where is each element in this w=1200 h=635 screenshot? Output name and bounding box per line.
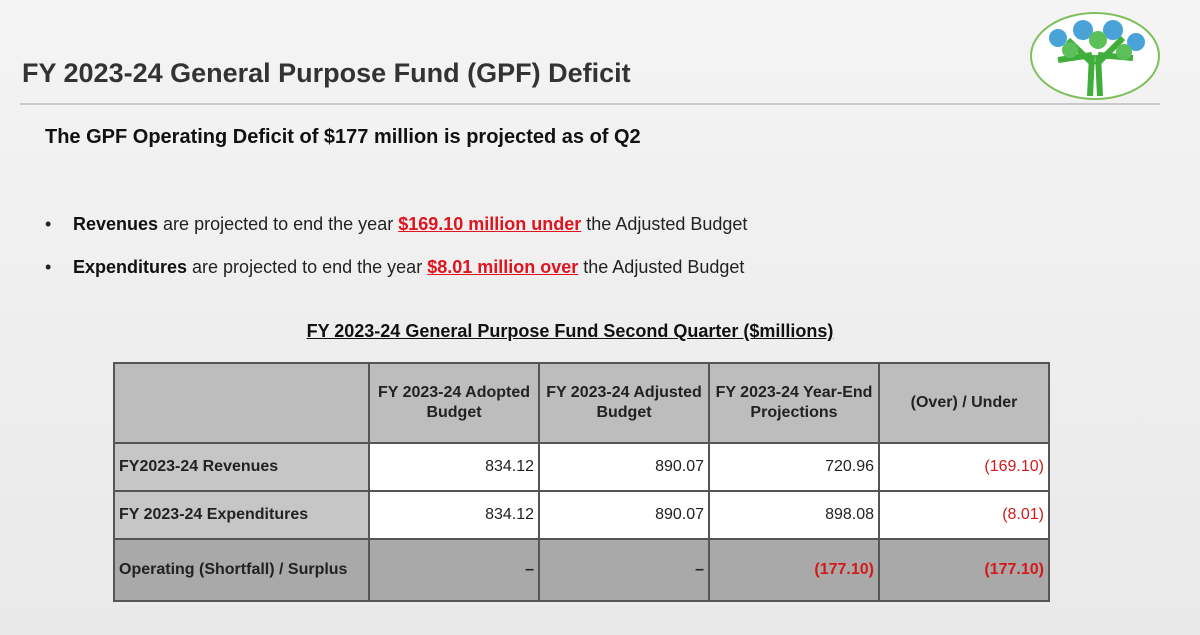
cell: – (368, 538, 540, 602)
row-label: FY 2023-24 Expenditures (113, 490, 370, 540)
subtitle: The GPF Operating Deficit of $177 millio… (45, 126, 641, 148)
cell: 890.07 (538, 490, 710, 540)
header-cell (113, 362, 370, 444)
cell: 890.07 (538, 442, 710, 492)
cell: 834.12 (368, 490, 540, 540)
logo (1030, 12, 1160, 100)
table-title: FY 2023-24 General Purpose Fund Second Q… (306, 321, 834, 341)
bullet: • Revenues are projected to end the year … (45, 214, 748, 234)
cell: 720.96 (708, 442, 880, 492)
row: FY2023-24 Revenues 834.12 890.07 720.96 (169… (113, 442, 1050, 492)
header-cell: FY 2023-24 Year-End Projections (708, 362, 880, 444)
row-label: FY2023-24 Revenues (113, 442, 370, 492)
header-cell: FY 2023-24 Adjusted Budget (538, 362, 710, 444)
cell: (169.10) (878, 442, 1050, 492)
row-label: Operating (Shortfall) / Surplus (113, 538, 370, 602)
header-cell: (Over) / Under (878, 362, 1050, 444)
row: Operating (Shortfall) / Surplus – – (177.10… (113, 538, 1050, 602)
term: Revenues (73, 214, 159, 234)
cell: (177.10) (878, 538, 1050, 602)
text: the Adjusted Budget (578, 257, 745, 277)
highlight: $169.10 million under (398, 214, 582, 234)
highlight: $8.01 million over (427, 257, 579, 277)
header-cell: FY 2023-24 Adopted Budget (368, 362, 540, 444)
text: are projected to end the year (187, 257, 428, 277)
cell: (177.10) (708, 538, 880, 602)
table: FY 2023-24 Adopted Budget FY 2023-24 Adju… (113, 362, 1050, 602)
cell: 898.08 (708, 490, 880, 540)
text: the Adjusted Budget (581, 214, 748, 234)
term: Expenditures (73, 257, 188, 277)
cell: (8.01) (878, 490, 1050, 540)
text: are projected to end the year (158, 214, 399, 234)
header-row: FY 2023-24 Adopted Budget FY 2023-24 Adju… (113, 362, 1050, 444)
row: FY 2023-24 Expenditures 834.12 890.07 898.0… (113, 490, 1050, 540)
title: FY 2023-24 General Purpose Fund (GPF) De… (22, 58, 631, 88)
cell: 834.12 (368, 442, 540, 492)
divider (20, 103, 1160, 105)
cell: – (538, 538, 710, 602)
bullet: • Expenditures are projected to end the y… (45, 257, 745, 277)
